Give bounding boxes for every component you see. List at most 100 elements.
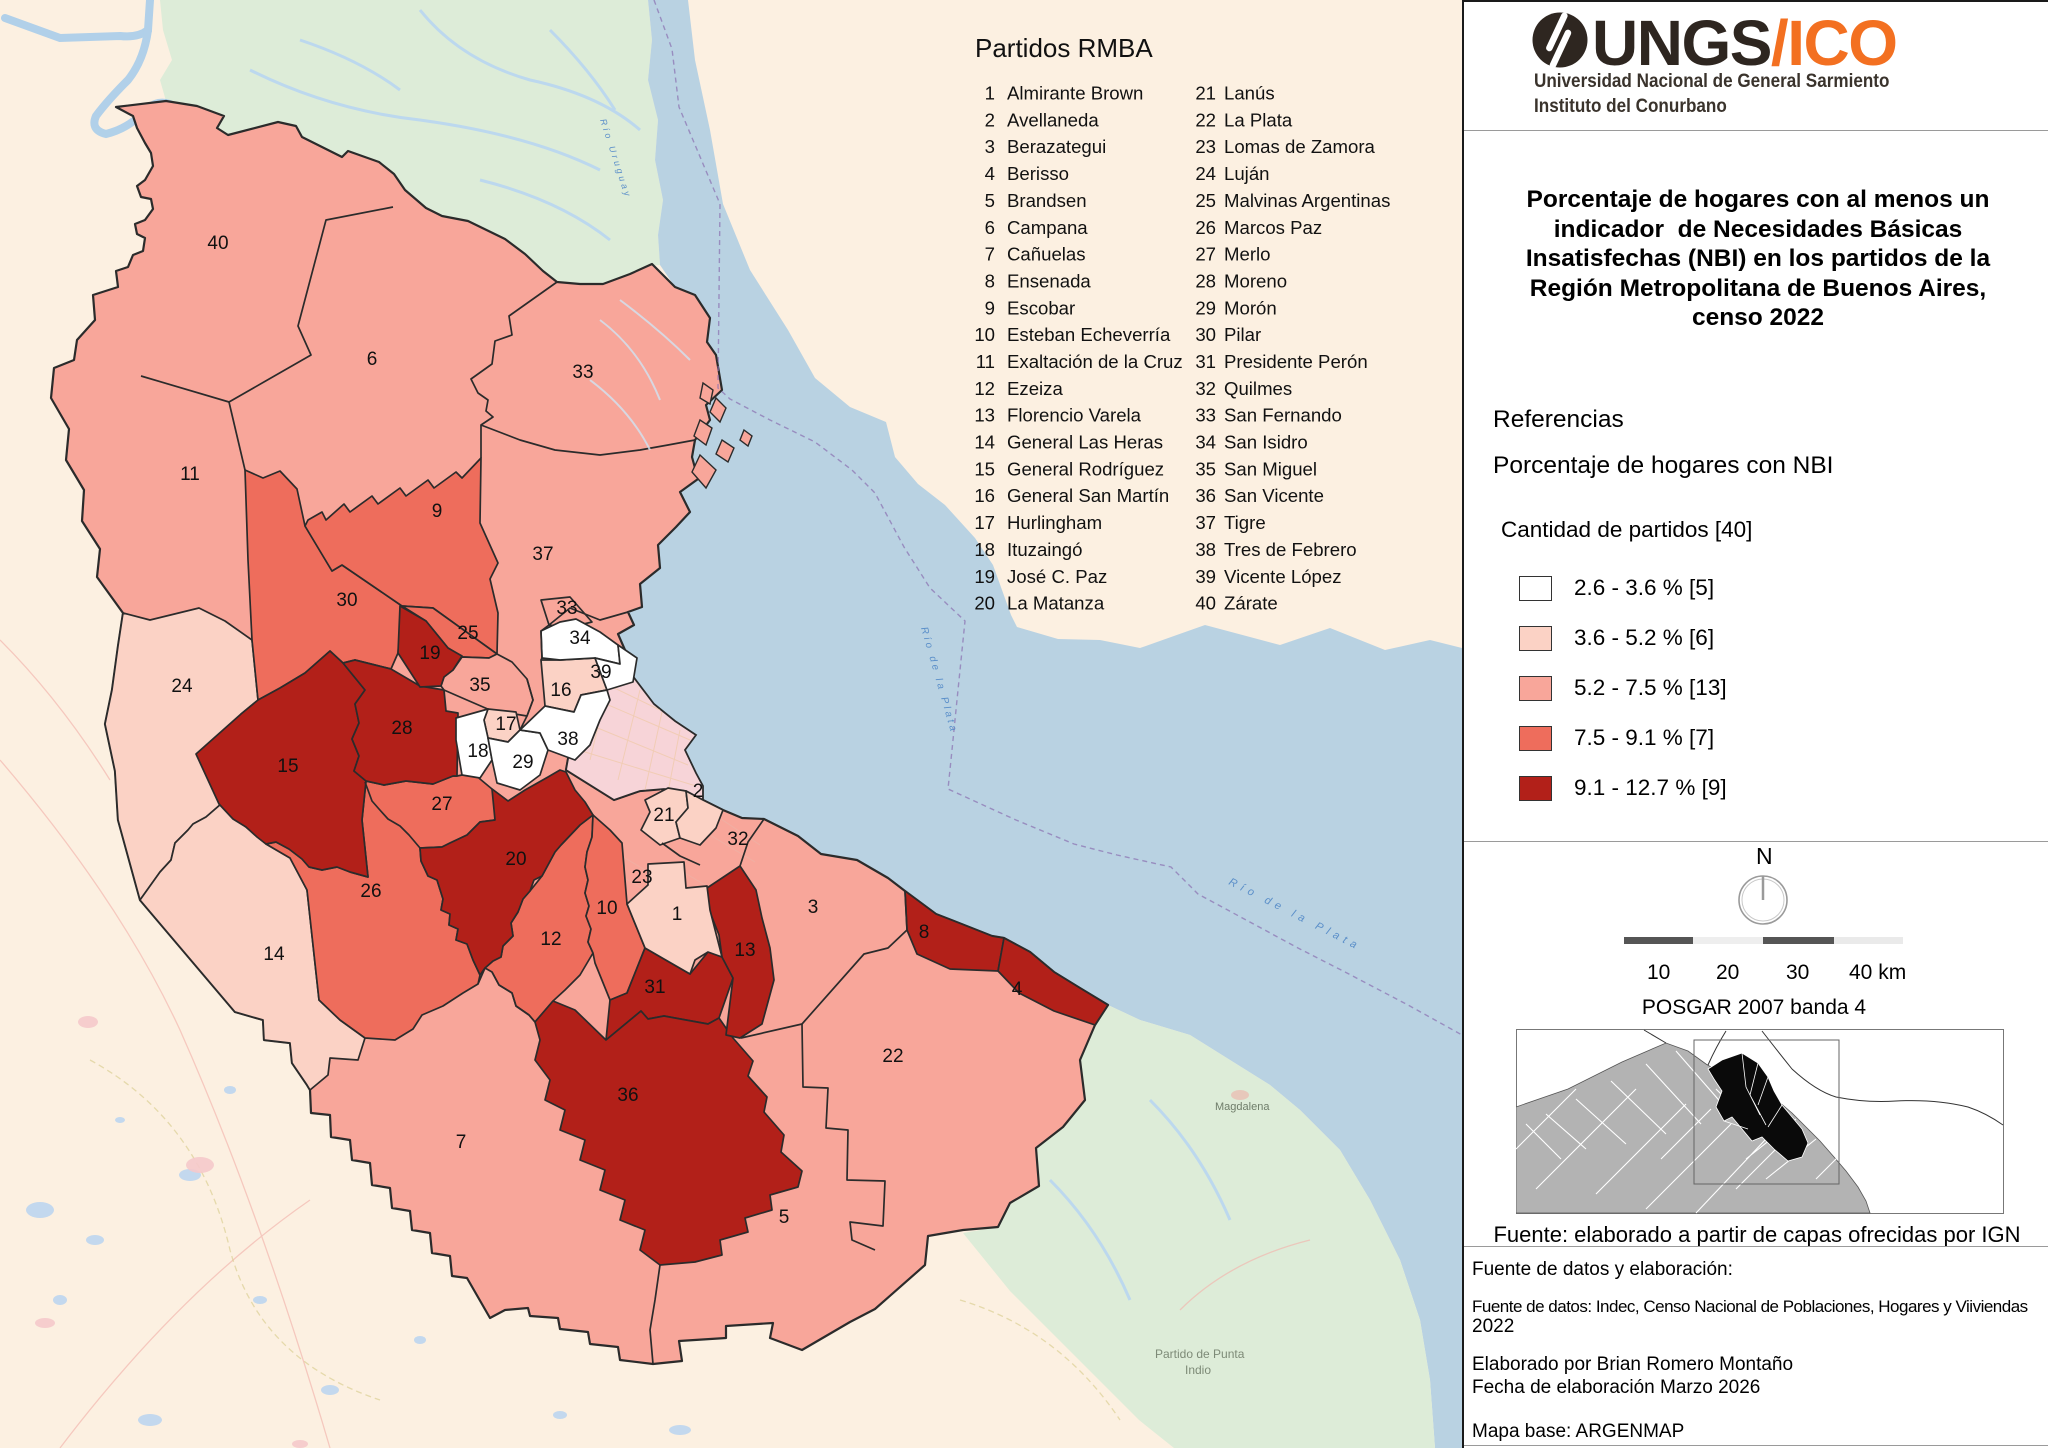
svg-text:Marcos Paz: Marcos Paz (1224, 217, 1322, 238)
svg-text:15: 15 (974, 458, 995, 479)
svg-text:12: 12 (540, 929, 561, 950)
svg-text:27: 27 (431, 794, 452, 815)
svg-text:38: 38 (557, 729, 578, 750)
svg-text:Exaltación de la Cruz: Exaltación de la Cruz (1007, 351, 1183, 372)
svg-text:26: 26 (1195, 217, 1216, 238)
svg-text:General San Martín: General San Martín (1007, 485, 1169, 506)
svg-text:10: 10 (974, 324, 995, 345)
svg-text:Lomas de Zamora: Lomas de Zamora (1224, 136, 1376, 157)
svg-text:7: 7 (456, 1132, 467, 1153)
svg-text:Indio: Indio (1185, 1363, 1211, 1377)
svg-text:2: 2 (985, 109, 995, 130)
svg-text:Esteban Echeverría: Esteban Echeverría (1007, 324, 1171, 345)
svg-text:30: 30 (1195, 324, 1216, 345)
svg-text:General Las Heras: General Las Heras (1007, 432, 1163, 453)
svg-text:33: 33 (572, 362, 593, 383)
svg-text:Quilmes: Quilmes (1224, 378, 1292, 399)
svg-text:Moreno: Moreno (1224, 271, 1287, 292)
svg-text:33: 33 (1195, 405, 1216, 426)
svg-text:38: 38 (1195, 539, 1216, 560)
svg-text:Campana: Campana (1007, 217, 1088, 238)
svg-text:José C. Paz: José C. Paz (1007, 566, 1107, 587)
svg-text:35: 35 (469, 675, 490, 696)
svg-text:13: 13 (734, 940, 755, 961)
svg-text:1: 1 (985, 83, 995, 104)
svg-text:29: 29 (512, 752, 533, 773)
svg-text:27: 27 (1195, 244, 1216, 265)
svg-text:Florencio Varela: Florencio Varela (1007, 405, 1142, 426)
svg-text:17: 17 (495, 714, 516, 735)
svg-text:1: 1 (672, 904, 683, 925)
svg-text:Lanús: Lanús (1224, 83, 1275, 104)
svg-text:24: 24 (171, 676, 193, 697)
svg-text:33: 33 (556, 598, 577, 619)
svg-text:Merlo: Merlo (1224, 244, 1271, 265)
svg-text:La Plata: La Plata (1224, 109, 1293, 130)
svg-text:40: 40 (1195, 593, 1216, 614)
svg-text:Ezeiza: Ezeiza (1007, 378, 1063, 399)
svg-text:Hurlingham: Hurlingham (1007, 512, 1102, 533)
svg-text:36: 36 (1195, 485, 1216, 506)
svg-text:25: 25 (1195, 190, 1216, 211)
svg-text:9: 9 (985, 297, 995, 318)
svg-text:Zárate: Zárate (1224, 593, 1278, 614)
svg-text:Vicente López: Vicente López (1224, 566, 1342, 587)
svg-text:Tigre: Tigre (1224, 512, 1266, 533)
svg-text:18: 18 (467, 741, 488, 762)
svg-text:28: 28 (1195, 271, 1216, 292)
svg-text:18: 18 (974, 539, 995, 560)
svg-text:14: 14 (263, 944, 285, 965)
svg-text:20: 20 (974, 593, 995, 614)
svg-text:11: 11 (180, 464, 200, 485)
svg-text:Brandsen: Brandsen (1007, 190, 1087, 211)
svg-text:26: 26 (360, 881, 381, 902)
svg-text:29: 29 (1195, 297, 1216, 318)
svg-text:Berisso: Berisso (1007, 163, 1069, 184)
svg-text:Luján: Luján (1224, 163, 1270, 184)
svg-text:25: 25 (457, 623, 478, 644)
svg-text:15: 15 (277, 756, 298, 777)
svg-text:7: 7 (985, 244, 995, 265)
svg-text:32: 32 (1195, 378, 1216, 399)
svg-text:San Miguel: San Miguel (1224, 458, 1317, 479)
svg-text:Pilar: Pilar (1224, 324, 1261, 345)
svg-text:19: 19 (974, 566, 995, 587)
svg-text:39: 39 (590, 662, 611, 683)
svg-text:30: 30 (336, 590, 357, 611)
svg-text:Partido de Punta: Partido de Punta (1155, 1347, 1245, 1361)
svg-text:3: 3 (985, 136, 995, 157)
svg-text:20: 20 (505, 849, 526, 870)
svg-text:Tres de Febrero: Tres de Febrero (1224, 539, 1357, 560)
svg-text:8: 8 (985, 271, 995, 292)
svg-text:19: 19 (419, 643, 440, 664)
svg-text:16: 16 (974, 485, 995, 506)
svg-text:32: 32 (727, 829, 748, 850)
svg-text:Escobar: Escobar (1007, 297, 1075, 318)
svg-text:14: 14 (974, 432, 995, 453)
svg-text:37: 37 (1195, 512, 1216, 533)
svg-text:40: 40 (207, 233, 228, 254)
svg-text:12: 12 (974, 378, 995, 399)
svg-text:General Rodríguez: General Rodríguez (1007, 458, 1164, 479)
svg-text:13: 13 (974, 405, 995, 426)
svg-text:28: 28 (391, 718, 412, 739)
svg-text:4: 4 (1012, 979, 1023, 1000)
svg-text:11: 11 (976, 351, 995, 372)
svg-text:22: 22 (1195, 109, 1216, 130)
svg-text:21: 21 (653, 805, 674, 826)
svg-text:23: 23 (631, 867, 652, 888)
svg-text:34: 34 (569, 628, 591, 649)
svg-text:Partidos RMBA: Partidos RMBA (975, 33, 1153, 63)
svg-text:Cañuelas: Cañuelas (1007, 244, 1086, 265)
svg-text:21: 21 (1195, 83, 1216, 104)
svg-text:31: 31 (1195, 351, 1216, 372)
svg-text:34: 34 (1195, 432, 1216, 453)
svg-text:23: 23 (1195, 136, 1216, 157)
svg-text:6: 6 (367, 349, 378, 370)
svg-text:5: 5 (985, 190, 995, 211)
svg-text:4: 4 (985, 163, 995, 184)
svg-text:17: 17 (974, 512, 995, 533)
svg-text:San Isidro: San Isidro (1224, 432, 1308, 453)
svg-text:36: 36 (617, 1085, 638, 1106)
svg-text:39: 39 (1195, 566, 1216, 587)
